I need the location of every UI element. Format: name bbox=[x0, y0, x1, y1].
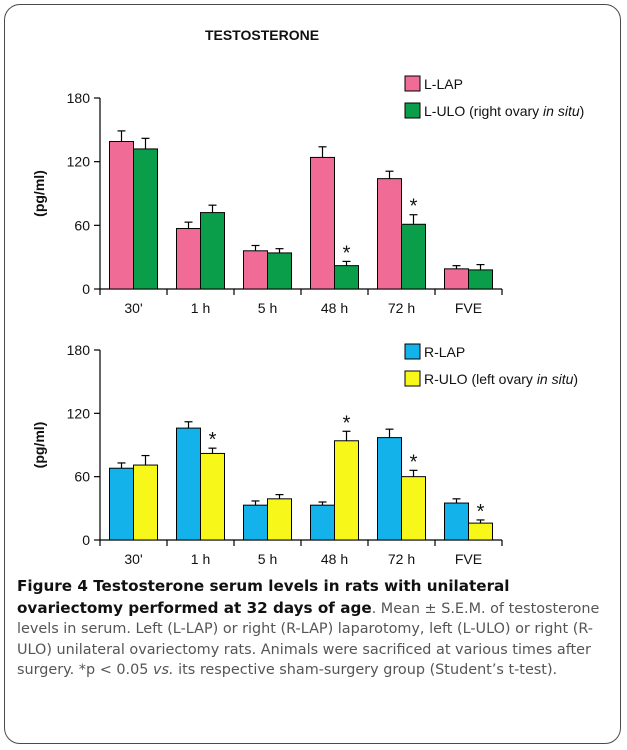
bar-L-LAP-1 h bbox=[176, 228, 201, 290]
bar-R-ULO (left ovary in situ)-30' bbox=[133, 464, 158, 541]
legend-swatch bbox=[404, 343, 421, 360]
legend-swatch bbox=[404, 102, 421, 119]
bar-L-ULO (right ovary in situ)-FVE bbox=[468, 269, 493, 290]
chart-title: TESTOSTERONE bbox=[205, 27, 319, 43]
legend-swatch bbox=[404, 75, 421, 92]
chart-panel-1: TESTOSTERONE (pg/ml) 0 60 120 180 30' 1 h 5 h * 48… bbox=[31, 27, 584, 316]
bar-L-ULO (right ovary in situ)-72 h bbox=[401, 223, 426, 290]
x-tick-label: 48 h bbox=[321, 551, 348, 567]
legend-label: R-ULO (left ovary in situ) bbox=[424, 371, 578, 387]
legend-label: L-LAP bbox=[424, 76, 463, 92]
significance-marker: * bbox=[343, 242, 351, 264]
bar-L-LAP-FVE bbox=[444, 268, 469, 290]
bar-L-ULO (right ovary in situ)-5 h bbox=[267, 252, 292, 290]
y-tick-label: 60 bbox=[74, 469, 90, 485]
caption-body-italic: vs. bbox=[152, 662, 174, 679]
significance-marker: * bbox=[343, 412, 351, 434]
legend-label: R-LAP bbox=[424, 344, 465, 360]
legend-swatch bbox=[404, 370, 421, 387]
significance-marker: * bbox=[209, 429, 217, 451]
caption-title: Figure 4 Testosterone serum levels in ra… bbox=[17, 577, 510, 617]
bar-L-ULO (right ovary in situ)-30' bbox=[133, 148, 158, 290]
bar-R-LAP-5 h bbox=[243, 504, 268, 541]
figure-caption: Figure 4 Testosterone serum levels in ra… bbox=[17, 576, 607, 681]
figure-frame bbox=[4, 4, 621, 744]
bar-L-LAP-72 h bbox=[377, 178, 402, 290]
y-axis-label: (pg/ml) bbox=[31, 170, 47, 217]
significance-marker: * bbox=[477, 501, 485, 523]
x-tick-label: 48 h bbox=[321, 300, 348, 316]
x-tick-label: 5 h bbox=[258, 300, 277, 316]
x-tick-label: 72 h bbox=[388, 300, 415, 316]
y-tick-label: 180 bbox=[67, 90, 91, 106]
bar-R-ULO (left ovary in situ)-FVE bbox=[468, 522, 493, 541]
bar-R-LAP-30' bbox=[109, 467, 134, 541]
y-tick-label: 120 bbox=[67, 154, 91, 170]
x-tick-label: 72 h bbox=[388, 551, 415, 567]
caption-body-2: its respective sham-surgery group (Stude… bbox=[173, 662, 558, 679]
y-tick-label: 0 bbox=[82, 532, 90, 548]
bar-L-LAP-5 h bbox=[243, 250, 268, 290]
bar-R-ULO (left ovary in situ)-1 h bbox=[200, 452, 225, 541]
x-tick-label: FVE bbox=[455, 551, 482, 567]
bar-L-LAP-30' bbox=[109, 141, 134, 290]
legend-label: L-ULO (right ovary in situ) bbox=[424, 103, 584, 119]
bar-R-ULO (left ovary in situ)-72 h bbox=[401, 476, 426, 541]
y-axis-label: (pg/ml) bbox=[31, 422, 47, 469]
bar-R-LAP-FVE bbox=[444, 502, 469, 541]
y-tick-label: 0 bbox=[82, 281, 90, 297]
bar-L-LAP-48 h bbox=[310, 156, 335, 290]
bar-L-ULO (right ovary in situ)-48 h bbox=[334, 265, 359, 290]
significance-marker: * bbox=[410, 196, 418, 218]
x-tick-label: 30' bbox=[124, 300, 142, 316]
x-tick-label: 5 h bbox=[258, 551, 277, 567]
bar-R-LAP-72 h bbox=[377, 437, 402, 541]
testosterone-charts: TESTOSTERONE (pg/ml) 0 60 120 180 30' 1 h 5 h * 48… bbox=[31, 27, 584, 567]
caption-body-1: . Mean ± S.E.M. of testosterone levels i… bbox=[17, 600, 600, 679]
x-tick-label: 30' bbox=[124, 551, 142, 567]
bar-R-ULO (left ovary in situ)-48 h bbox=[334, 440, 359, 541]
bar-R-LAP-48 h bbox=[310, 504, 335, 541]
x-tick-label: FVE bbox=[455, 300, 482, 316]
x-tick-label: 1 h bbox=[191, 300, 210, 316]
bar-L-ULO (right ovary in situ)-1 h bbox=[200, 212, 225, 290]
x-tick-label: 1 h bbox=[191, 551, 210, 567]
chart-panel-2: (pg/ml) 0 60 120 180 30' * 1 h 5 h * 48 h * 72 h * FVE… bbox=[31, 342, 578, 567]
y-tick-label: 60 bbox=[74, 217, 90, 233]
bar-R-LAP-1 h bbox=[176, 427, 201, 541]
y-tick-label: 180 bbox=[67, 342, 91, 358]
bar-R-ULO (left ovary in situ)-5 h bbox=[267, 498, 292, 541]
y-tick-label: 120 bbox=[67, 405, 91, 421]
significance-marker: * bbox=[410, 451, 418, 473]
